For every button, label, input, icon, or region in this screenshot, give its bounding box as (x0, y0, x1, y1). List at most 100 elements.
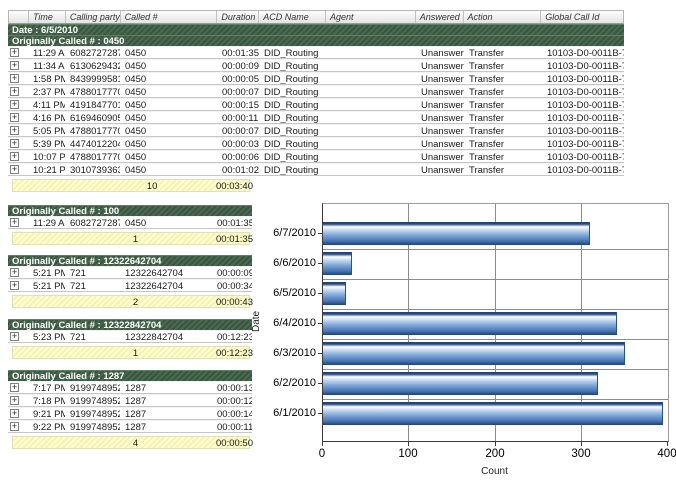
cell-time: 4:11 PM (33, 100, 65, 110)
expand-button[interactable]: + (10, 73, 19, 83)
table-row: +11:29 AM 6082727287 0450 00:01:35 DID_Routi… (8, 46, 624, 59)
expand-button[interactable]: + (10, 125, 19, 135)
cell-duration: 00:00:07 (222, 87, 259, 97)
expand-button[interactable]: + (10, 60, 19, 70)
expand-button[interactable]: + (10, 112, 19, 122)
expand-button[interactable]: + (10, 47, 19, 57)
cell-answered: Unanswered (421, 87, 464, 97)
chart-bar (323, 252, 352, 275)
column-header-time[interactable]: Time (29, 11, 66, 23)
x-axis-tick (495, 441, 496, 446)
expand-button[interactable]: + (10, 267, 19, 277)
column-header-global-call-id[interactable]: Global Call Id (545, 12, 600, 22)
cell-time: 11:29 AM (33, 48, 65, 58)
date-group-header: Date : 6/5/2010 (8, 24, 624, 35)
cell-calling-party: 721 (70, 332, 86, 342)
expand-button[interactable]: + (10, 408, 19, 418)
chart-bar (323, 312, 617, 335)
table-row: +9:22 PM 9199748952 1287 00:00:11 (8, 420, 252, 433)
table-row: +5:05 PM 4788017770 0450 00:00:07 DID_Routin… (8, 124, 624, 137)
cell-duration: 00:01:35 (222, 48, 259, 58)
cell-duration: 00:00:11 (217, 422, 252, 432)
expand-button[interactable]: + (10, 99, 19, 109)
cell-time: 11:34 AM (33, 61, 65, 71)
expand-button[interactable]: + (10, 217, 19, 227)
summary-row: 10 00:03:40 (8, 179, 624, 192)
cell-answered: Unanswered (421, 126, 464, 136)
cell-agent (326, 151, 416, 162)
cell-duration: 00:00:15 (222, 100, 259, 110)
cell-action: Transfer (469, 126, 505, 136)
cell-action: Transfer (469, 152, 505, 162)
summary-row: 1 00:01:35 (12, 232, 253, 245)
x-axis-tick (581, 441, 582, 446)
cell-called: 0450 (125, 126, 147, 136)
grid-rows: +11:29 AM 6082727287 0450 00:01:35 DID_Routi… (8, 46, 624, 176)
y-axis-tick-label: 6/3/2010 (273, 347, 316, 359)
calls-by-date-chart: Date 6/7/2010 6/6/2010 6/5/2010 6/4/2010 6/3… (250, 196, 676, 482)
expand-button[interactable]: + (10, 86, 19, 96)
cell-duration: 00:00:07 (222, 126, 259, 136)
cell-answered: Unanswered (421, 100, 464, 110)
expand-button[interactable]: + (10, 280, 19, 290)
x-axis-tick (322, 441, 323, 446)
x-axis-title: Count (481, 466, 508, 477)
cell-global-call-id: 10103-D0-0011B-778 (547, 139, 624, 149)
expand-cell: + (8, 86, 28, 97)
table-row: +5:21 PM 721 12322642704 00:00:34 (8, 279, 252, 292)
cell-time: 9:22 PM (33, 422, 65, 432)
cell-called: 1287 (125, 422, 147, 432)
table-row: +7:17 PM 9199748952 1287 00:00:13 (8, 381, 252, 394)
cell-acd-name: DID_Routing (264, 165, 319, 175)
expand-button[interactable]: + (10, 421, 19, 431)
x-axis-tick (408, 441, 409, 446)
cell-duration: 00:00:06 (222, 152, 259, 162)
cell-calling-party: 6082727287 (70, 218, 120, 228)
x-axis-tick-label: 300 (571, 448, 591, 460)
cell-called: 12322842704 (125, 332, 184, 342)
summary-total-duration: 00:00:43 (216, 297, 253, 308)
expand-cell: + (8, 217, 28, 228)
x-axis-tick-label: 100 (398, 448, 418, 460)
summary-count: 2 (132, 297, 139, 308)
column-header-calling-party-[interactable]: Calling party # (66, 11, 121, 23)
expand-button[interactable]: + (10, 164, 19, 174)
y-axis-tick (318, 293, 322, 294)
cell-duration: 00:00:12 (217, 396, 252, 406)
cell-acd-name: DID_Routing (264, 100, 319, 110)
column-header-duration[interactable]: Duration (217, 11, 260, 23)
cell-time: 5:21 PM (33, 281, 65, 291)
cell-duration: 00:00:09 (217, 268, 252, 278)
column-header-acd-name[interactable]: ACD Name (259, 11, 326, 23)
column-header-action[interactable]: Action (464, 11, 542, 23)
cell-agent (326, 86, 416, 97)
expand-button[interactable]: + (10, 138, 19, 148)
cell-duration: 00:01:02 (222, 165, 259, 175)
column-header-called-[interactable]: Called # (121, 11, 218, 23)
group-header-0450: Originally Called # : 0450 (8, 35, 624, 46)
expand-button[interactable]: + (10, 395, 19, 405)
cell-global-call-id: 10103-D0-0011B-771 (547, 87, 624, 97)
cell-action: Transfer (469, 165, 505, 175)
summary-spacer (13, 233, 120, 244)
cell-agent (326, 125, 416, 136)
column-header-agent[interactable]: Agent (326, 11, 416, 23)
cell-action: Transfer (469, 113, 505, 123)
expand-button[interactable]: + (10, 151, 19, 161)
cell-action: Transfer (469, 87, 505, 97)
group-header: Originally Called # : 12322642704 (8, 255, 252, 266)
summary-row: 2 00:00:43 (12, 295, 253, 308)
cell-duration: 00:00:03 (222, 139, 259, 149)
expand-cell: + (8, 125, 28, 136)
expand-cell: + (8, 421, 28, 432)
expand-cell: + (8, 408, 28, 419)
expand-button[interactable]: + (10, 331, 19, 341)
expand-button[interactable]: + (10, 382, 19, 392)
cell-calling-party: 6169460905 (70, 113, 120, 123)
column-header-answered[interactable]: Answered (416, 11, 464, 23)
expand-cell: + (8, 47, 28, 58)
cell-agent (326, 73, 416, 84)
table-row: +5:21 PM 721 12322642704 00:00:09 (8, 266, 252, 279)
expand-cell: + (8, 99, 28, 110)
